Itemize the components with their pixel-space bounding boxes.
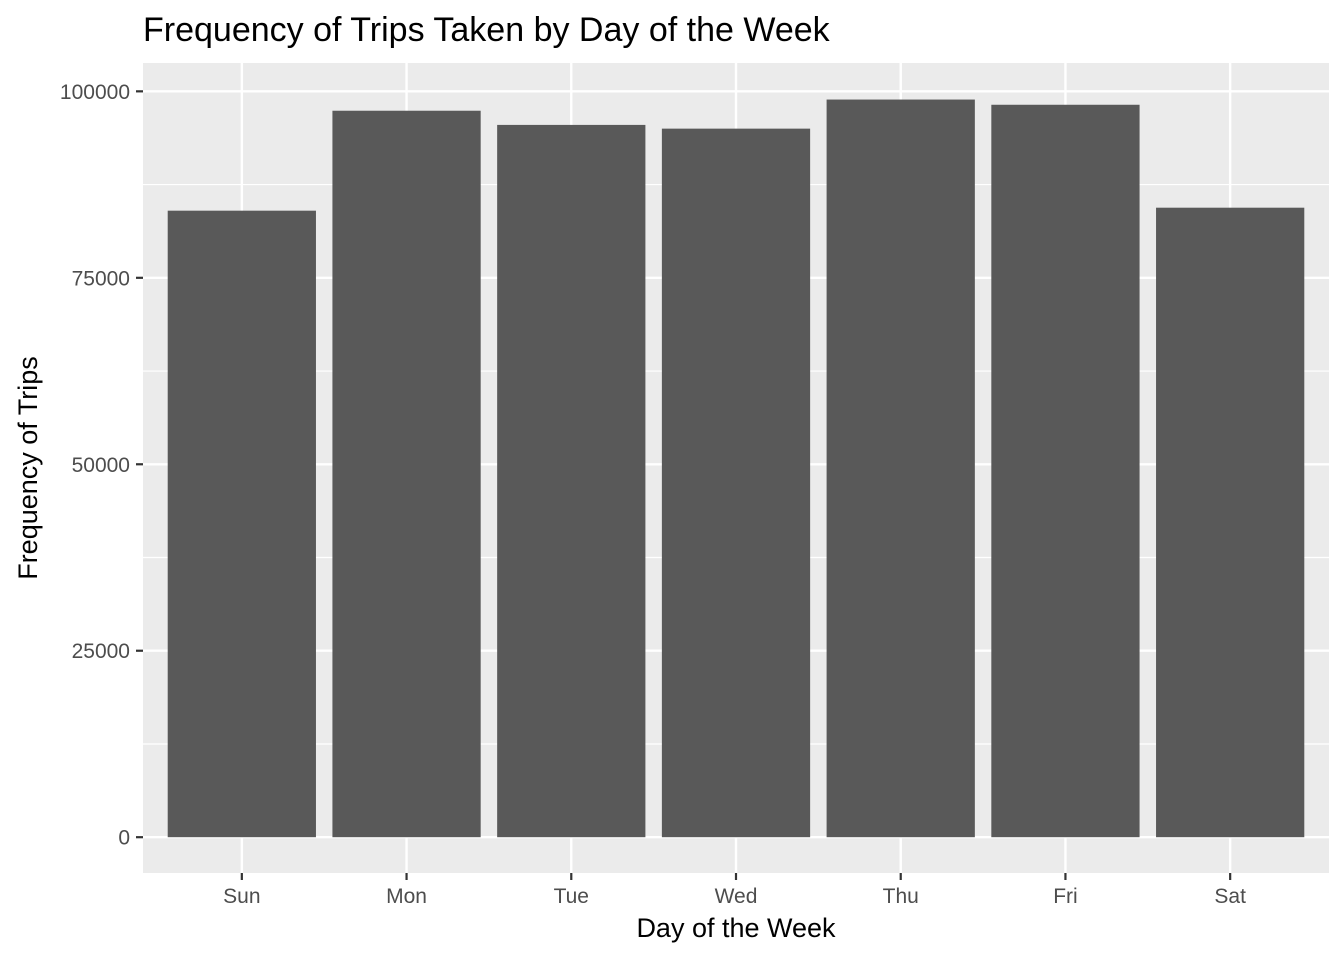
x-tick-label: Fri bbox=[1053, 885, 1078, 908]
y-axis-title: Frequency of Trips bbox=[13, 356, 43, 580]
x-tick-label: Sun bbox=[223, 885, 260, 908]
x-axis: Sun Mon Tue Wed Thu Fri Sat bbox=[223, 873, 1246, 908]
y-tick-label: 0 bbox=[118, 827, 130, 850]
bar-wed bbox=[661, 128, 811, 838]
x-tick-label: Mon bbox=[386, 885, 427, 908]
chart-title: Frequency of Trips Taken by Day of the W… bbox=[143, 11, 831, 49]
bars bbox=[167, 99, 1305, 838]
bar-sat bbox=[1156, 207, 1305, 838]
bar-tue bbox=[497, 124, 646, 838]
y-axis: 0 25000 50000 75000 100000 bbox=[60, 81, 143, 850]
y-tick-label: 75000 bbox=[72, 267, 130, 290]
x-tick-label: Wed bbox=[715, 885, 758, 908]
x-tick-label: Tue bbox=[554, 885, 589, 908]
x-tick-label: Thu bbox=[883, 885, 919, 908]
bar-mon bbox=[332, 110, 481, 838]
y-tick-label: 100000 bbox=[60, 81, 130, 104]
bar-fri bbox=[991, 104, 1140, 838]
y-tick-label: 50000 bbox=[72, 454, 130, 477]
bar-sun bbox=[167, 210, 316, 838]
x-tick-label: Sat bbox=[1214, 885, 1246, 908]
bar-thu bbox=[826, 99, 975, 838]
x-axis-title: Day of the Week bbox=[636, 913, 836, 943]
y-tick-label: 25000 bbox=[72, 640, 130, 663]
